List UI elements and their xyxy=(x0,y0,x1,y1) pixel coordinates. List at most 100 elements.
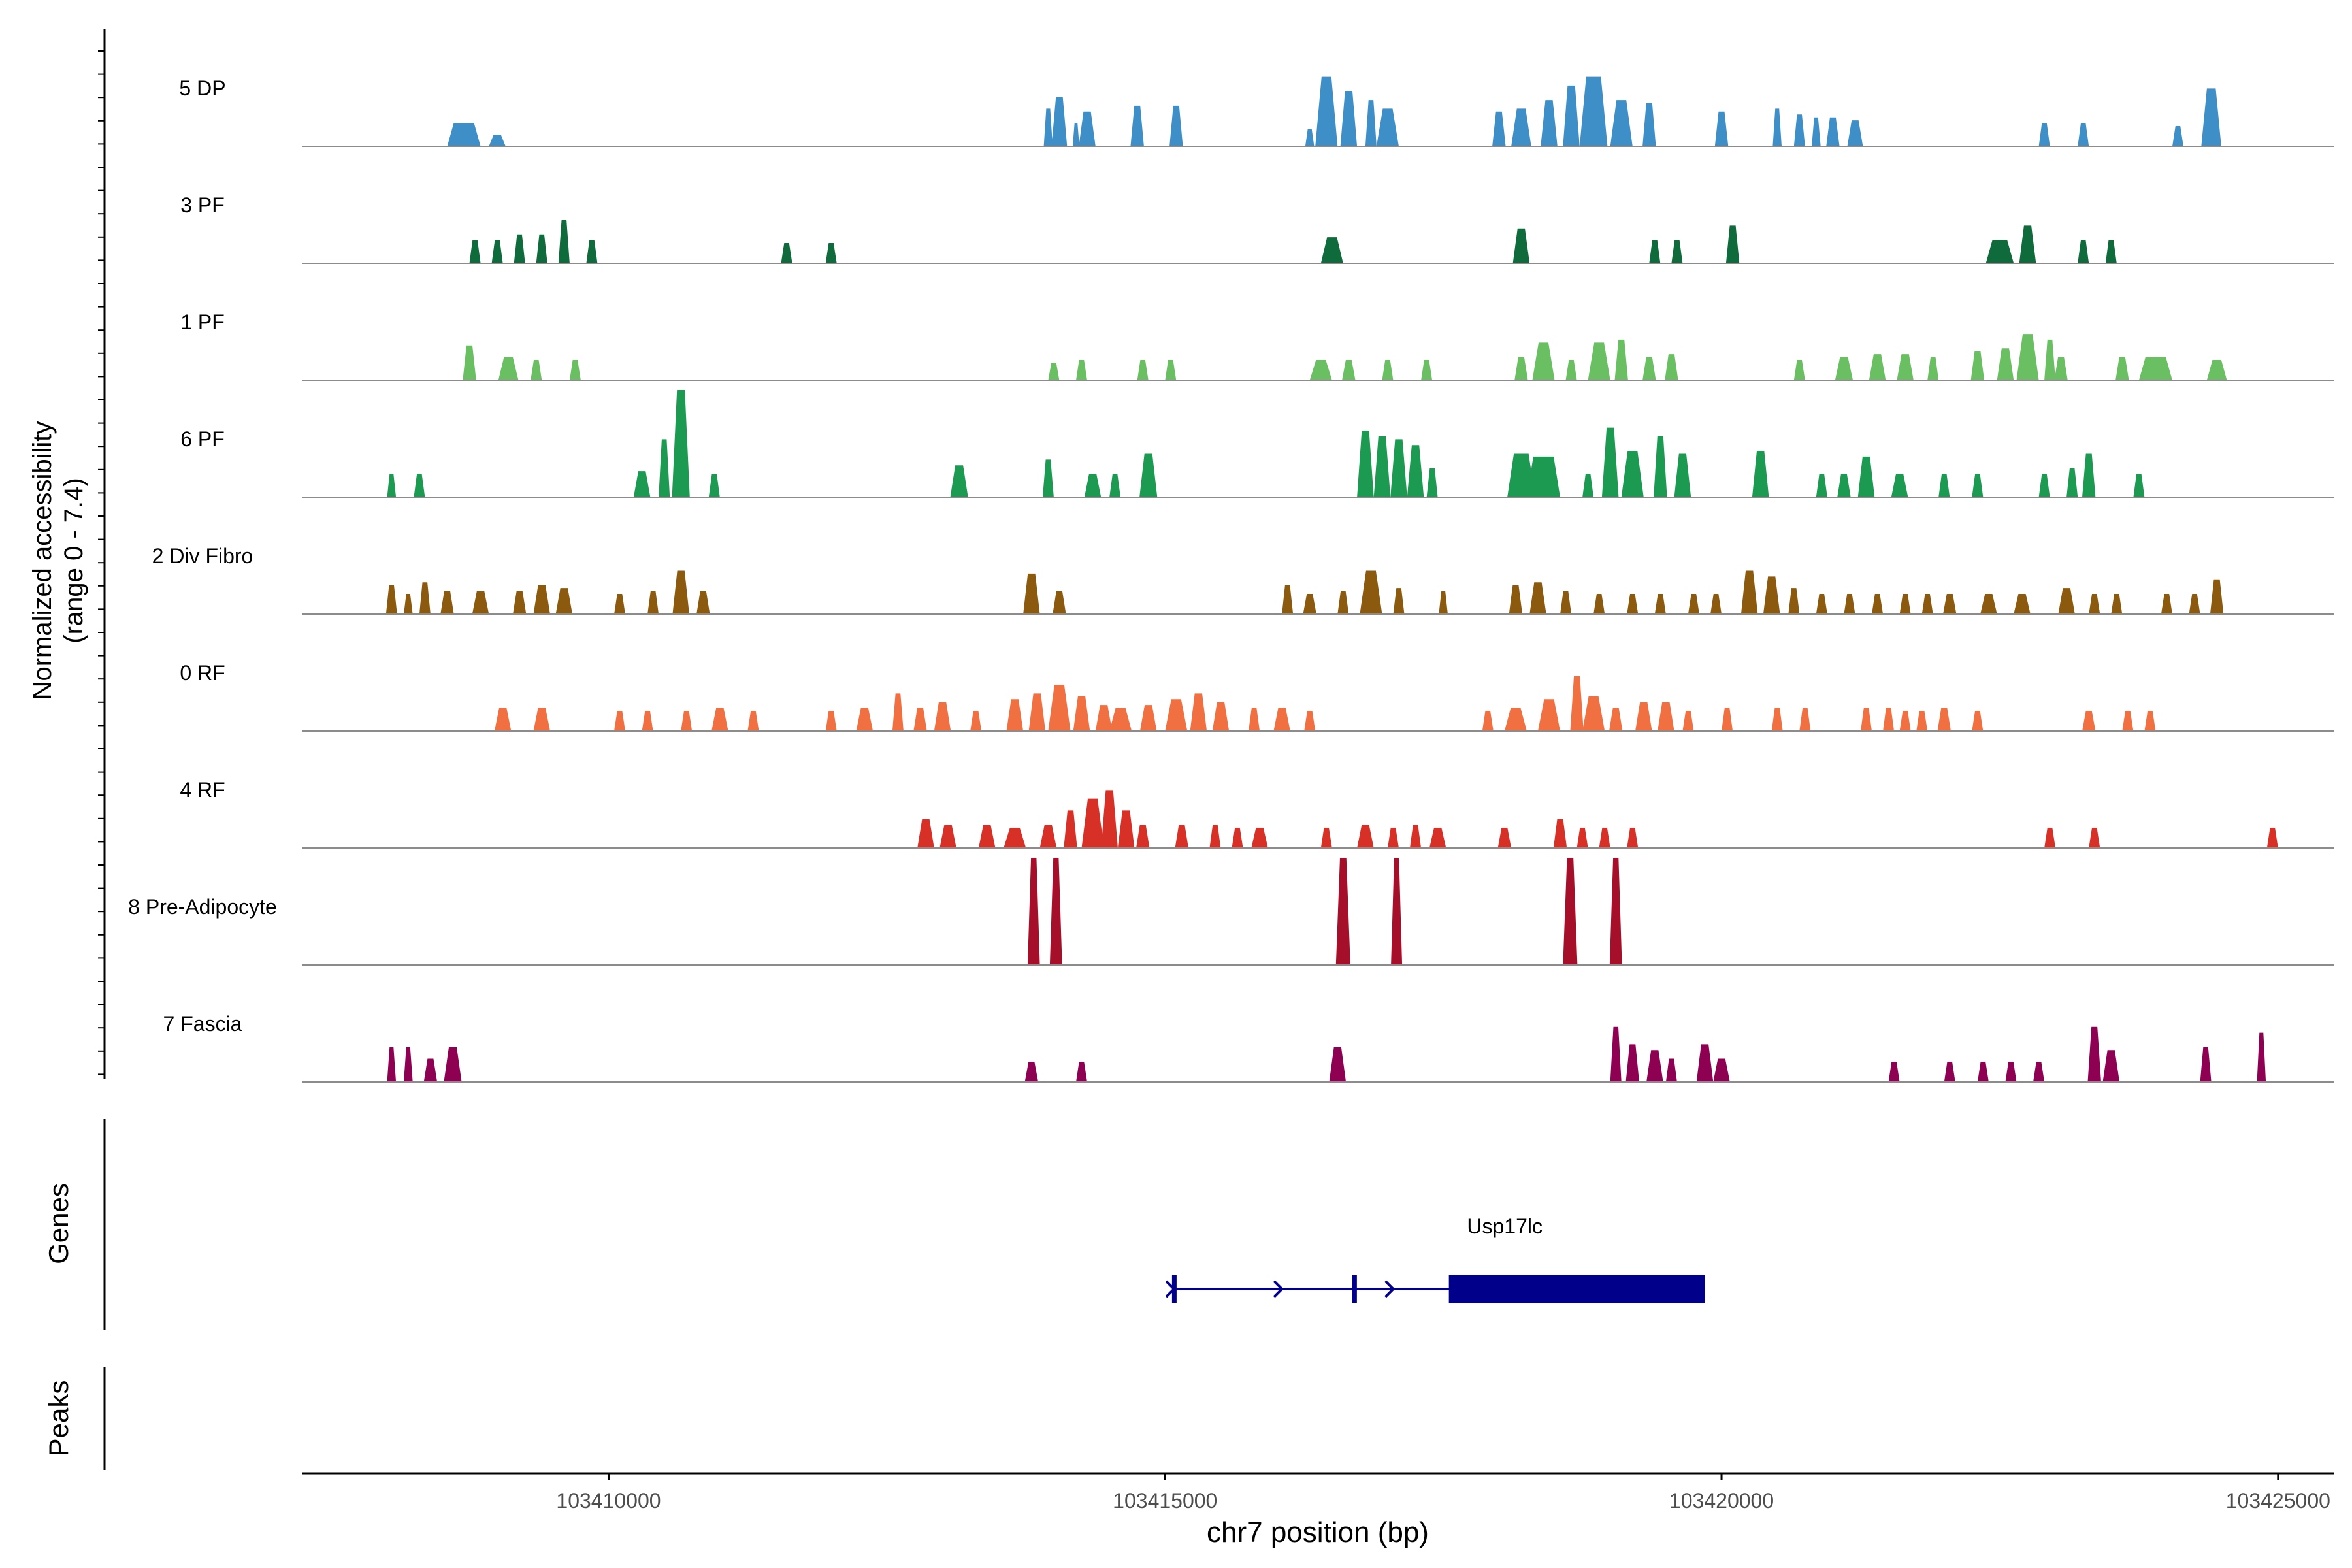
coverage-peak xyxy=(1621,451,1644,497)
coverage-peak xyxy=(1064,810,1077,848)
track-5: 2 Div Fibro xyxy=(152,544,2334,615)
coverage-peak xyxy=(1329,1047,1347,1082)
coverage-peak xyxy=(533,708,550,731)
coverage-peak xyxy=(472,591,489,614)
coverage-peak xyxy=(2161,594,2172,614)
y-axis-label-line2: (range 0 - 7.4) xyxy=(59,478,88,643)
coverage-peak xyxy=(1570,676,1584,731)
coverage-peak xyxy=(1610,100,1633,146)
coverage-peak xyxy=(1560,591,1572,614)
coverage-peak xyxy=(1722,708,1733,731)
coverage-peak xyxy=(1340,91,1358,146)
coverage-peak xyxy=(513,591,527,614)
coverage-peak xyxy=(1101,790,1118,848)
coverage-peak xyxy=(781,243,792,263)
coverage-peak xyxy=(1771,708,1783,731)
coverage-peak xyxy=(1861,708,1872,731)
coverage-peak xyxy=(1565,360,1577,380)
coverage-peak xyxy=(1883,708,1895,731)
coverage-peak xyxy=(1388,828,1399,848)
coverage-peak xyxy=(423,1058,438,1082)
coverage-peak xyxy=(1492,111,1506,146)
coverage-peak xyxy=(1051,97,1068,146)
coverage-peak xyxy=(1309,360,1332,380)
coverage-peak xyxy=(1665,1058,1677,1082)
strand-arrow xyxy=(1273,1280,1284,1298)
coverage-peak xyxy=(1625,1044,1639,1082)
coverage-peak xyxy=(1812,117,1821,146)
coverage-peak xyxy=(498,357,519,380)
track-6: 0 RF xyxy=(180,661,2334,732)
x-tick-label: 103425000 xyxy=(2226,1489,2330,1512)
coverage-peak xyxy=(672,570,689,614)
coverage-peak xyxy=(1507,453,1535,497)
coverage-peak xyxy=(711,708,728,731)
coverage-peak xyxy=(681,711,693,731)
coverage-peak xyxy=(569,360,581,380)
coverage-peak xyxy=(2014,594,2031,614)
coverage-peak xyxy=(1538,699,1560,731)
coverage-peak xyxy=(1004,828,1026,848)
track-label: 5 DP xyxy=(179,76,225,100)
coverage-peak xyxy=(1137,360,1149,380)
coverage-peak xyxy=(2102,1050,2120,1082)
coverage-peak xyxy=(1249,708,1260,731)
coverage-peak xyxy=(1646,1050,1663,1082)
coverage-peak xyxy=(1165,360,1177,380)
coverage-peak xyxy=(1682,711,1694,731)
coverage-peak xyxy=(1563,858,1578,965)
coverage-peak xyxy=(469,240,481,263)
coverage-peak xyxy=(1360,570,1382,614)
coverage-peak xyxy=(2210,579,2224,614)
coverage-peak xyxy=(1006,699,1024,731)
coverage-peak xyxy=(1130,105,1144,146)
coverage-peak xyxy=(2038,123,2050,146)
coverage-peak xyxy=(1977,1062,1989,1082)
coverage-peak xyxy=(1305,129,1315,146)
coverage-peak xyxy=(1439,591,1448,614)
coverage-peak xyxy=(1601,427,1619,497)
coverage-peak xyxy=(558,220,570,263)
coverage-peak xyxy=(555,588,573,614)
coverage-peak xyxy=(1725,225,1740,263)
coverage-peak xyxy=(489,135,506,146)
coverage-peak xyxy=(491,240,503,263)
coverage-peak xyxy=(533,585,550,614)
coverage-tracks: 5 DP 3 PF 1 PF 6 PF 2 Div Fibro 0 RF 4 RF 8 Pre… xyxy=(128,76,2334,1083)
coverage-peak xyxy=(1872,594,1884,614)
coverage-peak xyxy=(1553,819,1567,848)
coverage-peak xyxy=(2038,474,2050,497)
coverage-peak xyxy=(1320,828,1332,848)
coverage-peak xyxy=(1816,594,1827,614)
coverage-peak xyxy=(1512,228,1530,263)
coverage-peak xyxy=(1028,693,1046,731)
coverage-peak xyxy=(2111,594,2123,614)
coverage-peak xyxy=(2044,828,2056,848)
coverage-peak xyxy=(1763,576,1780,614)
gene-name-label: Usp17lc xyxy=(1467,1215,1543,1238)
coverage-peak xyxy=(1081,798,1104,848)
coverage-peak xyxy=(856,708,874,731)
coverage-peak xyxy=(1844,594,1855,614)
coverage-peak xyxy=(1048,363,1060,380)
coverage-peak xyxy=(419,582,431,614)
coverage-peak xyxy=(2122,711,2134,731)
coverage-peak xyxy=(494,708,512,731)
coverage-peak xyxy=(2058,588,2075,614)
coverage-peak xyxy=(1582,696,1605,731)
coverage-peak xyxy=(414,474,425,497)
coverage-peak xyxy=(1610,1026,1622,1082)
coverage-peak xyxy=(1365,100,1377,146)
coverage-peak xyxy=(1165,699,1188,731)
coverage-peak xyxy=(1740,570,1758,614)
coverage-peak xyxy=(1837,474,1851,497)
strand-arrow xyxy=(1165,1280,1176,1298)
coverage-peak xyxy=(586,240,598,263)
coverage-peak xyxy=(1938,474,1950,497)
coverage-peak xyxy=(2019,225,2036,263)
coverage-peak xyxy=(1532,342,1555,380)
coverage-peak xyxy=(1997,348,2014,380)
coverage-peak xyxy=(387,1047,397,1082)
gene-cds-block xyxy=(1448,1275,1705,1303)
